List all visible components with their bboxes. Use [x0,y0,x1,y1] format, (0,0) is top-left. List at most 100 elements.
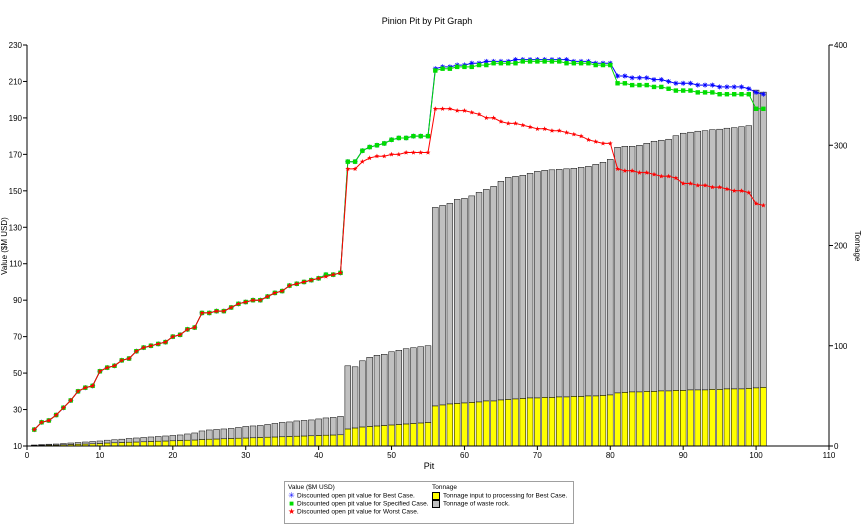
x-tick-label: 10 [95,451,104,460]
waste-tonnage-bar [235,427,242,439]
worst-case-point [593,139,599,144]
legend-item-specified-case: ■ Discounted open pit value for Specified… [288,500,428,508]
ore-tonnage-bar [330,434,337,447]
x-axis-label: Pit [424,461,435,471]
ore-tonnage-bar [176,440,184,447]
best-case-point [695,82,701,88]
waste-tonnage-bar [155,436,162,442]
ore-tonnage-bar [577,396,585,447]
ore-tonnage-bar [432,405,439,447]
worst-case-point [104,365,110,370]
waste-tonnage-bar [89,441,96,445]
waste-tonnage-bar [541,170,548,398]
worst-case-point [265,293,271,299]
ore-tonnage-bar [607,394,614,447]
waste-tonnage-bar [592,164,599,397]
star-marker-icon: ★ [288,507,296,516]
waste-tonnage-bar [672,135,680,391]
waste-tonnage-bar [701,130,709,391]
worst-case-point [82,385,88,390]
waste-tonnage-bar [279,422,286,438]
waste-tonnage-bar [723,127,731,390]
specified-case-point [360,148,365,153]
waste-tonnage-bar [439,205,446,406]
ore-tonnage-bar [366,426,373,447]
worst-case-point [323,273,329,279]
specified-case-point [659,84,664,90]
x-tick-label: 30 [241,451,250,460]
ore-tonnage-bar [257,437,264,447]
ore-tonnage-bar [446,403,454,447]
waste-tonnage-bar [417,346,424,424]
ore-tonnage-bar [468,402,475,447]
worst-case-point [97,368,103,374]
waste-tonnage-bar [607,159,614,396]
legend-label: Discounted open pit value for Worst Case… [297,508,419,516]
worst-case-point [170,334,176,339]
ore-tonnage-bar [701,389,709,447]
ore-tonnage-bar [621,392,629,447]
ore-tonnage-bar [271,436,279,447]
ore-tonnage-bar [752,387,760,447]
ore-tonnage-bar [760,387,767,447]
specified-case-point [739,92,744,97]
ore-tonnage-bar [548,397,556,447]
specified-case-point [396,135,402,141]
specified-case-point [491,61,496,66]
worst-case-point [257,297,263,303]
specified-case-point [600,62,606,68]
worst-case-point [447,106,453,111]
ore-tonnage-bar [184,439,191,447]
specified-case-point [622,81,628,86]
legend-item-waste-tonnage: Tonnage of waste rock. [432,500,567,508]
x-tick-label: 100 [749,451,763,460]
worst-case-point [651,171,657,177]
ore-tonnage-bar [599,395,607,447]
best-case-point [673,80,679,86]
ore-tonnage-bar [461,402,468,447]
waste-tonnage-bar [286,421,293,437]
worst-case-point [469,109,475,115]
worst-case-point [396,151,402,157]
worst-case-point [418,149,424,155]
waste-tonnage-bar [490,186,497,402]
legend-value-column: Value ($M USD) ✳ Discounted open pit valu… [288,484,429,516]
waste-tonnage-bar [330,417,337,436]
specified-case-point [578,61,584,66]
specified-case-point [629,82,635,88]
worst-case-point [60,405,66,410]
waste-tonnage-bar [432,207,439,407]
waste-tonnage-bar [731,127,738,390]
worst-case-point [571,131,577,137]
left-tick-label: 110 [9,260,22,269]
waste-tonnage-bar [52,443,60,446]
specified-case-point [586,61,591,66]
waste-tonnage-bar [505,177,512,400]
worst-case-point [615,166,621,172]
waste-tonnage-bar [373,355,381,427]
ore-tonnage-bar [235,437,242,447]
specified-case-point [724,92,730,97]
specified-case-point [571,61,577,66]
specified-case-point [680,88,686,93]
legend-tonnage-header: Tonnage [432,484,457,491]
waste-tonnage-bar [650,140,658,392]
ore-tonnage-bar [359,426,366,447]
specified-case-point [542,59,547,64]
worst-case-point [374,153,380,159]
right-tick-label: 0 [834,442,839,451]
waste-tonnage-bar [738,126,745,390]
specified-case-point [382,141,387,146]
worst-case-point [542,126,548,131]
ore-tonnage-bar [402,423,410,447]
left-tick-label: 130 [9,223,23,232]
worst-case-point [520,122,526,128]
specified-case-point [695,90,700,95]
waste-tonnage-bar [519,175,526,399]
x-tick-label: 90 [679,451,688,460]
waste-tonnage-bar [359,360,366,428]
ore-tonnage-bar [439,404,446,447]
best-case-point [724,84,730,90]
legend-label: Discounted open pit value for Best Case. [297,492,415,500]
left-tick-label: 30 [13,406,22,415]
